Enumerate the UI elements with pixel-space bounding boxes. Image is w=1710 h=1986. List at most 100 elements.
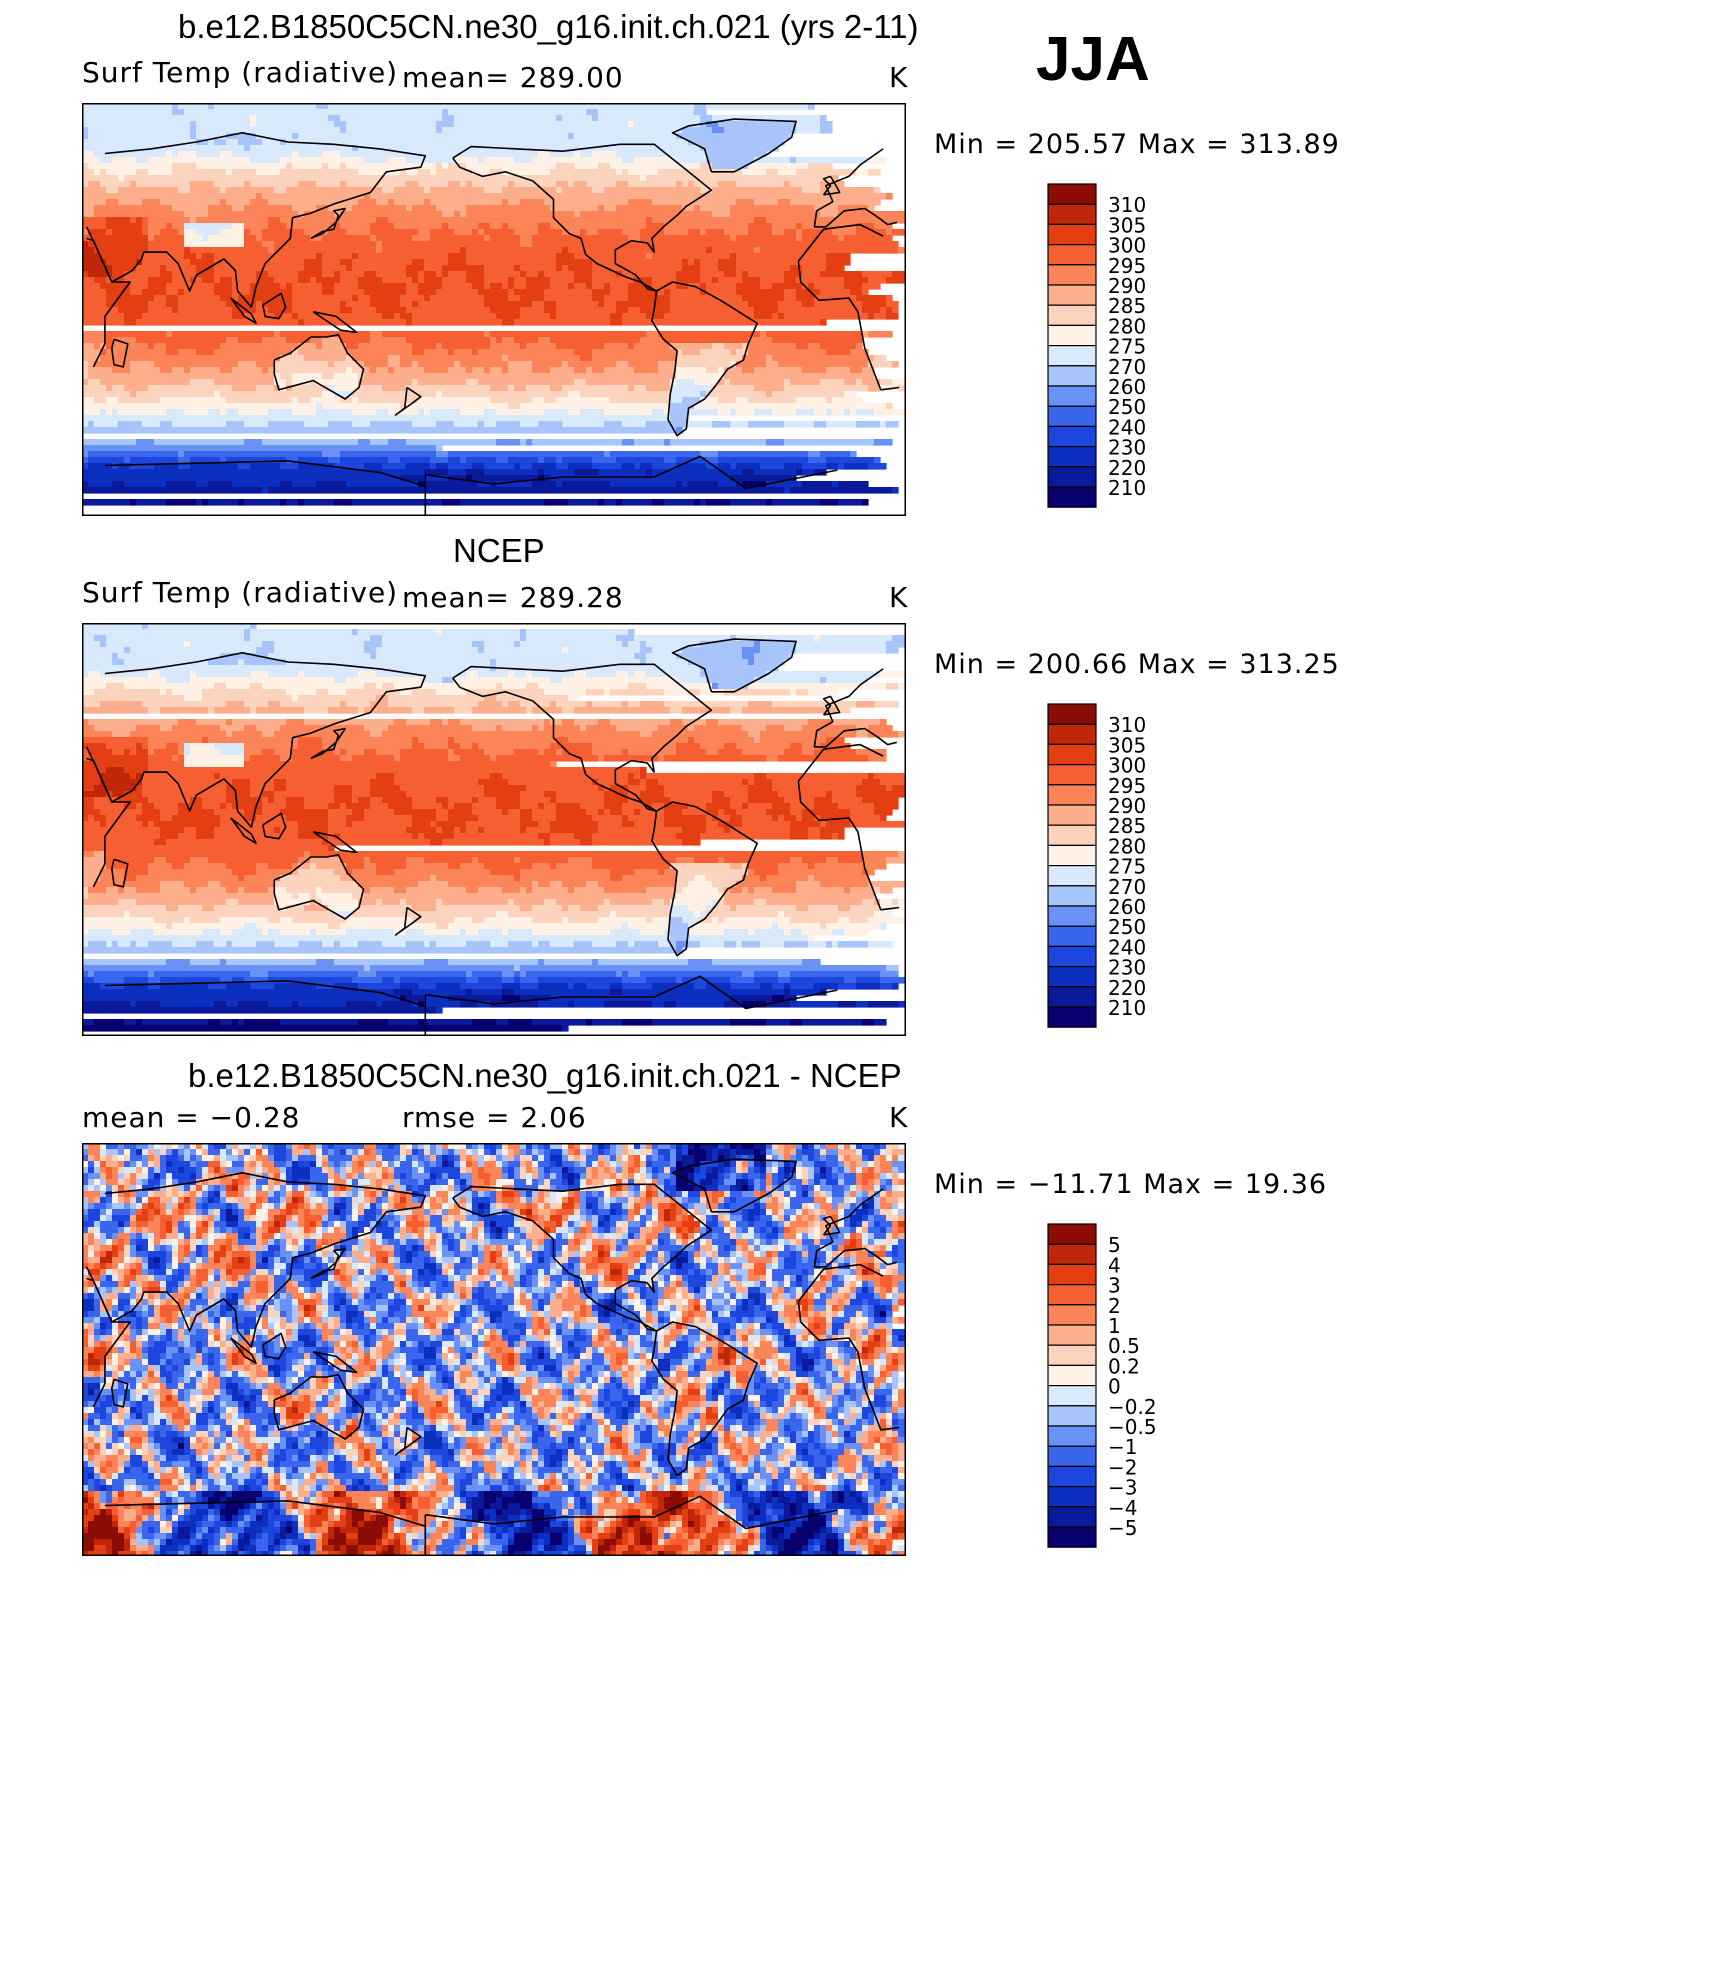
map-cell (700, 397, 719, 404)
map-cell (664, 1001, 677, 1008)
map-cell (454, 1227, 467, 1234)
map-cell (766, 1179, 773, 1186)
map-cell (592, 743, 677, 750)
map-cell (340, 223, 371, 230)
map-cell (418, 409, 425, 416)
map-cell (82, 815, 89, 822)
map-cell (898, 1179, 905, 1186)
map-cell (208, 1197, 215, 1204)
map-cell (88, 1143, 101, 1150)
map-cell (412, 343, 437, 350)
map-cell (370, 1245, 383, 1252)
map-cell (892, 1185, 899, 1192)
map-cell (190, 917, 221, 924)
map-cell (292, 755, 341, 762)
map-cell (568, 1245, 581, 1252)
map-cell (646, 331, 659, 338)
map-cell (484, 1179, 491, 1186)
map-cell (544, 719, 551, 726)
map-cell (772, 803, 791, 810)
map-cell (112, 1239, 119, 1246)
map-cell (610, 1143, 617, 1150)
map-cell (808, 1179, 815, 1186)
map-cell (394, 779, 479, 786)
map-cell (718, 719, 809, 726)
map-cell (112, 1191, 119, 1198)
map-cell (682, 259, 689, 266)
map-cell (388, 1173, 395, 1180)
map-cell (82, 653, 113, 660)
map-cell (820, 451, 851, 458)
map-cell (448, 1233, 455, 1240)
map-cell (496, 725, 503, 732)
map-cell (478, 379, 575, 386)
map-cell (424, 469, 449, 476)
map-cell (574, 283, 587, 290)
map-cell (862, 1191, 869, 1198)
map-cell (892, 1233, 899, 1240)
map-cell (208, 1245, 221, 1252)
map-cell (394, 1179, 401, 1186)
map-cell (172, 815, 221, 822)
panel-2-units: K (889, 581, 909, 614)
map-cell (196, 217, 269, 224)
map-cell (106, 343, 113, 350)
map-cell (856, 1167, 863, 1174)
map-cell (826, 1143, 839, 1150)
map-cell (382, 1179, 395, 1186)
map-cell (808, 343, 821, 350)
map-cell (286, 1221, 299, 1228)
map-cell (130, 1185, 137, 1192)
map-cell (268, 1143, 275, 1150)
map-cell (646, 785, 665, 792)
map-cell (820, 1185, 833, 1192)
map-cell (748, 1221, 755, 1228)
map-cell (514, 1233, 521, 1240)
map-cell (226, 785, 251, 792)
map-cell (682, 265, 701, 272)
map-cell (676, 1191, 683, 1198)
map-cell (610, 1221, 617, 1228)
map-cell (718, 481, 737, 488)
map-cell (538, 457, 545, 464)
map-cell (754, 157, 791, 164)
map-cell (622, 1215, 629, 1222)
map-cell (418, 181, 449, 188)
map-cell (730, 887, 743, 894)
map-cell (640, 307, 671, 314)
map-cell (640, 175, 647, 182)
map-cell (292, 301, 341, 308)
map-cell (328, 1191, 335, 1198)
map-cell (328, 689, 347, 696)
map-cell (448, 109, 587, 116)
map-cell (724, 367, 743, 374)
map-cell (532, 1221, 539, 1228)
map-cell (418, 229, 431, 236)
map-cell (712, 899, 719, 906)
map-cell (82, 139, 197, 146)
colorbar-tick-label: 290 (1108, 274, 1146, 298)
map-cell (94, 1245, 101, 1252)
map-cell (778, 1161, 785, 1168)
map-cell (436, 463, 449, 470)
map-cell (118, 899, 137, 906)
map-cell (400, 995, 407, 1002)
map-cell (700, 259, 719, 266)
map-cell (142, 1203, 149, 1210)
map-cell (412, 277, 419, 284)
map-cell (220, 1149, 227, 1156)
map-cell (460, 1161, 467, 1168)
map-cell (862, 271, 893, 278)
map-cell (874, 1019, 887, 1026)
map-cell (826, 1161, 839, 1168)
map-cell (556, 187, 563, 194)
map-cell (232, 313, 245, 320)
map-cell (718, 1203, 725, 1210)
map-cell (286, 499, 299, 506)
map-cell (340, 277, 359, 284)
map-cell (610, 869, 635, 876)
map-cell (622, 815, 629, 822)
map-cell (850, 887, 875, 894)
map-cell (388, 1161, 395, 1168)
map-cell (844, 1203, 851, 1210)
